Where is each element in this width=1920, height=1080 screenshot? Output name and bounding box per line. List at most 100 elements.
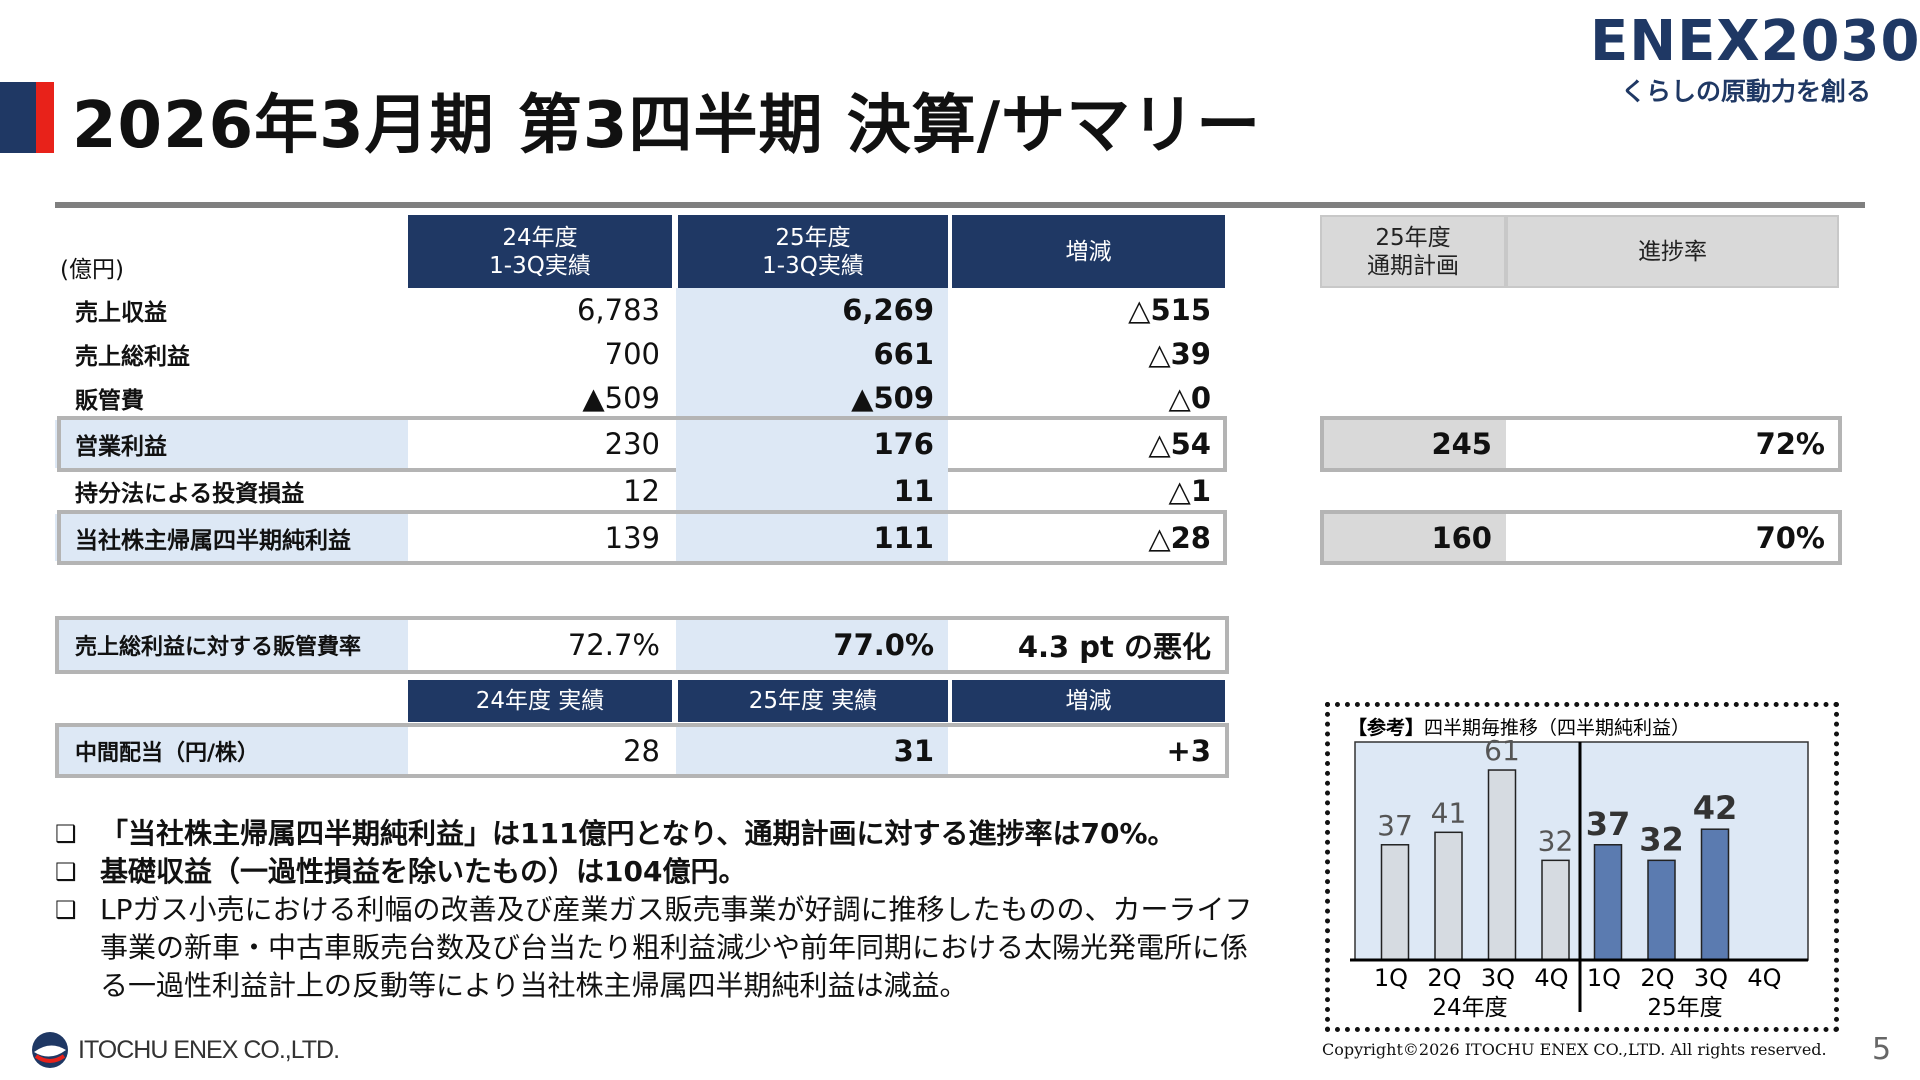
dividend-row-border <box>55 723 1229 778</box>
checkbox-bullet-icon: ❑ <box>55 820 77 848</box>
bar <box>1541 859 1570 961</box>
logo-name: ENEX2030 <box>1590 9 1920 74</box>
value-diff: △39 <box>1148 336 1211 371</box>
plan-value: 245 <box>1320 420 1506 468</box>
dividend-header: 24年度 実績 <box>408 680 672 722</box>
ratio-row-border <box>55 616 1229 674</box>
dividend-25: 31 <box>676 727 948 774</box>
plan-row-border <box>1320 510 1842 565</box>
footer-company: ITOCHU ENEX CO.,LTD. <box>78 1035 340 1064</box>
x-tick-label: 4Q <box>1534 964 1568 992</box>
page-title: 2026年3月期 第3四半期 決算/サマリー <box>72 89 1262 163</box>
progress-value: 70% <box>1755 520 1825 555</box>
progress-value: 72% <box>1755 427 1825 461</box>
page-number: 5 <box>1872 1032 1892 1067</box>
bar <box>1700 828 1730 961</box>
itochu-enex-logo-icon <box>32 1032 68 1068</box>
plan-value: 160 <box>1320 514 1506 561</box>
data-label: 32 <box>1639 820 1684 858</box>
value-25: ▲509 <box>676 376 948 420</box>
value-diff: △54 <box>1148 427 1211 461</box>
value-diff: △28 <box>1148 520 1211 555</box>
ratio-label: 売上総利益に対する販管費率 <box>55 620 408 670</box>
divider <box>55 202 1865 208</box>
row-label: 営業利益 <box>55 420 408 468</box>
unit-label: (億円) <box>60 257 124 283</box>
highlight-row-border <box>57 510 1227 565</box>
x-tick-label: 3Q <box>1481 964 1515 992</box>
bar <box>1487 769 1517 961</box>
bullet-text: 「当社株主帰属四半期純利益」は111億円となり、通期計画に対する進捗率は70%。 <box>100 817 1176 850</box>
dividend-24: 28 <box>623 733 660 768</box>
column-header: 25年度 1-3Q実績 <box>678 215 948 288</box>
bullet-list: ❑ 「当社株主帰属四半期純利益」は111億円となり、通期計画に対する進捗率は70%… <box>55 815 1275 1005</box>
x-tick-label: 4Q <box>1747 964 1781 992</box>
value-24: 230 <box>604 427 660 461</box>
row-label: 売上収益 <box>75 299 167 326</box>
series-label: 24年度 <box>1432 995 1507 1021</box>
footer-logo: ITOCHU ENEX CO.,LTD. <box>30 1030 340 1070</box>
quarterly-chart-frame <box>1325 702 1839 1032</box>
value-24: 139 <box>604 520 660 555</box>
row-label: 販管費 <box>75 388 144 414</box>
x-tick-label: 2Q <box>1640 964 1674 992</box>
x-tick-label: 2Q <box>1427 964 1461 992</box>
chart-title: 四半期毎推移（四半期純利益） <box>1424 717 1690 739</box>
bullet-item: ❑ 「当社株主帰属四半期純利益」は111億円となり、通期計画に対する進捗率は70%… <box>55 815 1275 853</box>
series-label: 25年度 <box>1647 995 1722 1021</box>
row-label: 当社株主帰属四半期純利益 <box>55 514 408 561</box>
value-25: 661 <box>676 331 948 376</box>
bullet-item: ❑ LPガス小売における利幅の改善及び産業ガス販売事業が好調に推移したものの、カー… <box>55 891 1275 1005</box>
title-accent-red <box>36 82 54 153</box>
bar <box>1434 831 1463 961</box>
title-accent-blue <box>0 82 36 153</box>
logo-tagline: くらしの原動力を創る <box>1620 77 1871 106</box>
data-label: 37 <box>1586 805 1631 843</box>
bar <box>1380 844 1410 961</box>
bar <box>1647 859 1676 961</box>
dividend-diff: +3 <box>1166 733 1211 768</box>
bullet-text: LPガス小売における利幅の改善及び産業ガス販売事業が好調に推移したものの、カーラ… <box>100 893 1253 1002</box>
chart-title-prefix: 【参考】 <box>1348 716 1424 739</box>
data-label: 32 <box>1538 824 1574 857</box>
plan-row-border <box>1320 416 1842 472</box>
value-diff: △515 <box>1128 292 1211 327</box>
dividend-label: 中間配当（円/株） <box>55 727 408 774</box>
plan-header: 25年度 通期計画 <box>1320 215 1506 288</box>
dividend-header: 25年度 実績 <box>678 680 948 722</box>
bar <box>1593 844 1623 961</box>
checkbox-bullet-icon: ❑ <box>55 896 77 924</box>
value-25: 111 <box>676 514 948 561</box>
ratio-diff: 4.3 pt の悪化 <box>1017 630 1211 664</box>
progress-header: 進捗率 <box>1506 215 1839 288</box>
bullet-text: 基礎収益（一過性損益を除いたもの）は104億円。 <box>100 855 747 888</box>
data-label: 37 <box>1377 809 1413 842</box>
x-tick-label: 1Q <box>1587 964 1621 992</box>
ratio-24: 72.7% <box>567 628 660 662</box>
highlight-row-border <box>57 416 1227 472</box>
row-label: 売上総利益 <box>75 343 190 370</box>
ratio-25: 77.0% <box>676 620 948 670</box>
value-25: 176 <box>676 420 948 468</box>
data-label: 42 <box>1693 789 1738 827</box>
value-diff: △1 <box>1168 474 1211 508</box>
value-24: 700 <box>604 336 660 371</box>
value-24: 12 <box>623 474 660 508</box>
dividend-header: 増減 <box>952 680 1225 722</box>
column-header: 増減 <box>952 215 1225 288</box>
row-label: 持分法による投資損益 <box>75 481 305 507</box>
data-label: 61 <box>1484 734 1520 767</box>
value-24: ▲509 <box>582 381 660 415</box>
data-label: 41 <box>1431 796 1467 829</box>
x-tick-label: 1Q <box>1374 964 1408 992</box>
value-24: 6,783 <box>576 292 660 327</box>
column-header: 24年度 1-3Q実績 <box>408 215 672 288</box>
value-25: 11 <box>676 468 948 514</box>
x-tick-label: 3Q <box>1694 964 1728 992</box>
bullet-item: ❑ 基礎収益（一過性損益を除いたもの）は104億円。 <box>55 853 1275 891</box>
value-diff: △0 <box>1168 381 1211 415</box>
value-25: 6,269 <box>676 288 948 331</box>
enex2030-logo: ENEX2030 くらしの原動力を創る <box>1590 9 1920 108</box>
copyright: Copyright©2026 ITOCHU ENEX CO.,LTD. All … <box>1322 1040 1827 1059</box>
